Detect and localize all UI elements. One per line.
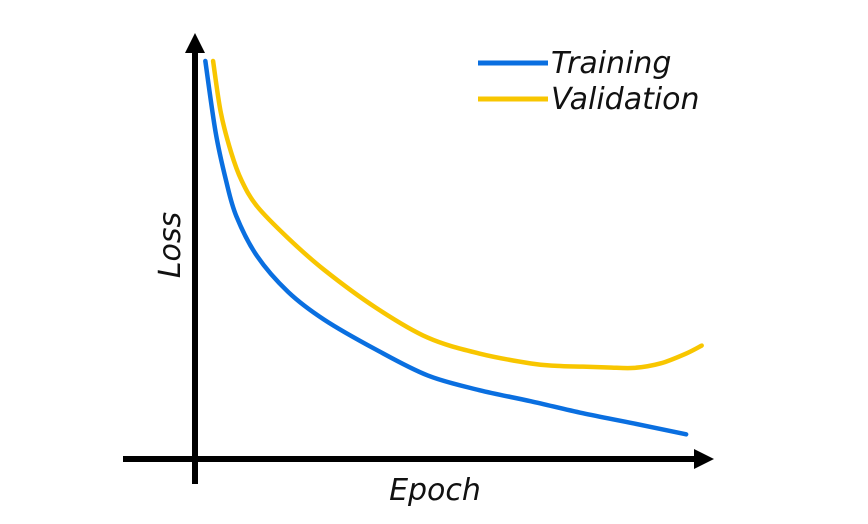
legend-label-validation: Validation — [551, 82, 700, 117]
x-axis — [123, 449, 714, 469]
series-line-training — [203, 58, 689, 437]
legend-label-training: Training — [551, 46, 671, 81]
x-axis-arrow — [694, 449, 714, 469]
y-axis-arrow — [185, 33, 205, 53]
x-axis-label: Epoch — [389, 473, 481, 508]
series-layer — [203, 58, 704, 437]
y-axis-label: Loss — [153, 212, 188, 278]
legend-item-training: Training — [478, 46, 671, 81]
legend-item-validation: Validation — [478, 82, 700, 117]
series-line-validation — [210, 58, 704, 371]
y-axis — [185, 33, 205, 484]
